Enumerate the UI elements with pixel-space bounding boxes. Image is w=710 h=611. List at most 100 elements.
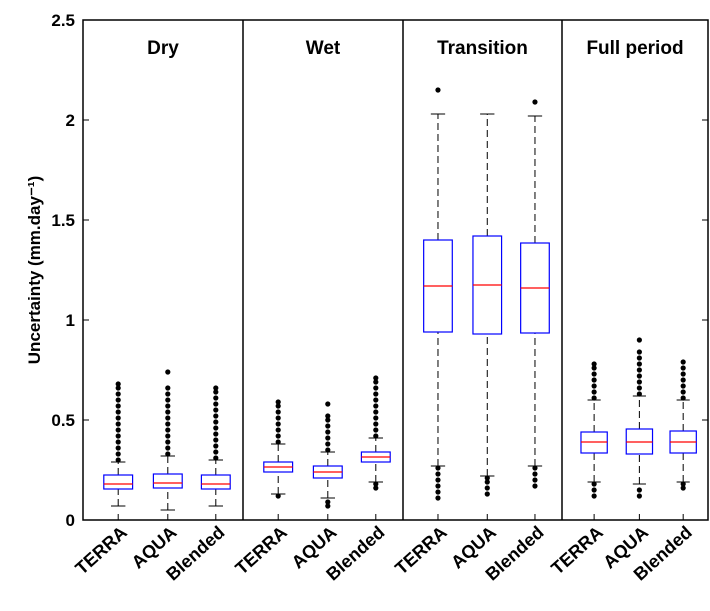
outlier (325, 401, 331, 407)
outlier (115, 451, 121, 457)
y-tick-label: 2.5 (51, 11, 75, 30)
box (103, 474, 134, 490)
outlier (213, 413, 219, 419)
outlier (591, 487, 597, 493)
outlier (165, 451, 171, 457)
x-tick-label: TERRA (391, 522, 450, 578)
outlier (484, 491, 490, 497)
outlier (275, 421, 281, 427)
outlier (325, 499, 331, 505)
outlier (680, 371, 686, 377)
outlier (591, 481, 597, 487)
panel-title: Transition (437, 38, 528, 59)
outlier (115, 391, 121, 397)
outlier (213, 407, 219, 413)
outlier (373, 415, 379, 421)
outlier (435, 471, 441, 477)
outlier (373, 433, 379, 439)
outlier (591, 365, 597, 371)
outlier (325, 503, 331, 509)
outlier (115, 421, 121, 427)
outlier (165, 385, 171, 391)
outlier (275, 409, 281, 415)
panel-title: Dry (147, 38, 179, 59)
outlier (373, 485, 379, 491)
outlier (532, 99, 538, 105)
outlier (115, 445, 121, 451)
outlier (591, 361, 597, 367)
outlier (435, 483, 441, 489)
outlier (213, 389, 219, 395)
outlier (213, 395, 219, 401)
outlier (435, 489, 441, 495)
outlier (532, 465, 538, 471)
box (152, 473, 183, 489)
outlier (115, 409, 121, 415)
outlier (680, 395, 686, 401)
outlier (680, 389, 686, 395)
outlier (115, 403, 121, 409)
outlier (213, 401, 219, 407)
panel-title: Full period (586, 38, 683, 59)
outlier (680, 359, 686, 365)
outlier (373, 379, 379, 385)
x-tick-label: TERRA (547, 522, 606, 578)
outlier (373, 421, 379, 427)
outlier (115, 433, 121, 439)
outlier (591, 383, 597, 389)
outlier (213, 431, 219, 437)
outlier (325, 429, 331, 435)
outlier (636, 385, 642, 391)
outlier (484, 475, 490, 481)
outlier (373, 481, 379, 487)
outlier (165, 403, 171, 409)
outlier (325, 413, 331, 419)
y-tick-label: 1 (66, 311, 75, 330)
outlier (165, 439, 171, 445)
outlier (213, 449, 219, 455)
outlier (636, 391, 642, 397)
outlier (115, 415, 121, 421)
plot-frame (82, 19, 709, 521)
outlier (115, 439, 121, 445)
outlier (636, 355, 642, 361)
outlier (636, 361, 642, 367)
outlier (373, 375, 379, 381)
outlier (373, 391, 379, 397)
outlier (435, 87, 441, 93)
outlier (636, 379, 642, 385)
outlier (591, 493, 597, 499)
y-tick-label: 0 (66, 511, 75, 530)
outlier (115, 397, 121, 403)
outlier (213, 443, 219, 449)
outlier (680, 485, 686, 491)
outlier (325, 447, 331, 453)
outlier (213, 425, 219, 431)
outlier (325, 435, 331, 441)
outlier (165, 421, 171, 427)
box (200, 474, 231, 490)
outlier (275, 399, 281, 405)
outlier (591, 377, 597, 383)
outlier (636, 337, 642, 343)
outlier (275, 415, 281, 421)
outlier (275, 439, 281, 445)
y-tick-label: 1.5 (51, 211, 75, 230)
outlier (115, 385, 121, 391)
outlier (373, 403, 379, 409)
outlier (532, 471, 538, 477)
outlier (115, 381, 121, 387)
outlier (165, 427, 171, 433)
outlier (165, 433, 171, 439)
outlier (636, 493, 642, 499)
x-tick-label: TERRA (231, 522, 290, 578)
outlier (325, 441, 331, 447)
panel-title: Wet (306, 38, 341, 59)
outlier (213, 455, 219, 461)
outlier (115, 457, 121, 463)
outlier (532, 477, 538, 483)
y-axis-label: Uncertainty (mm.day⁻¹) (25, 176, 44, 364)
outlier (213, 437, 219, 443)
outlier (484, 479, 490, 485)
outlier (636, 367, 642, 373)
